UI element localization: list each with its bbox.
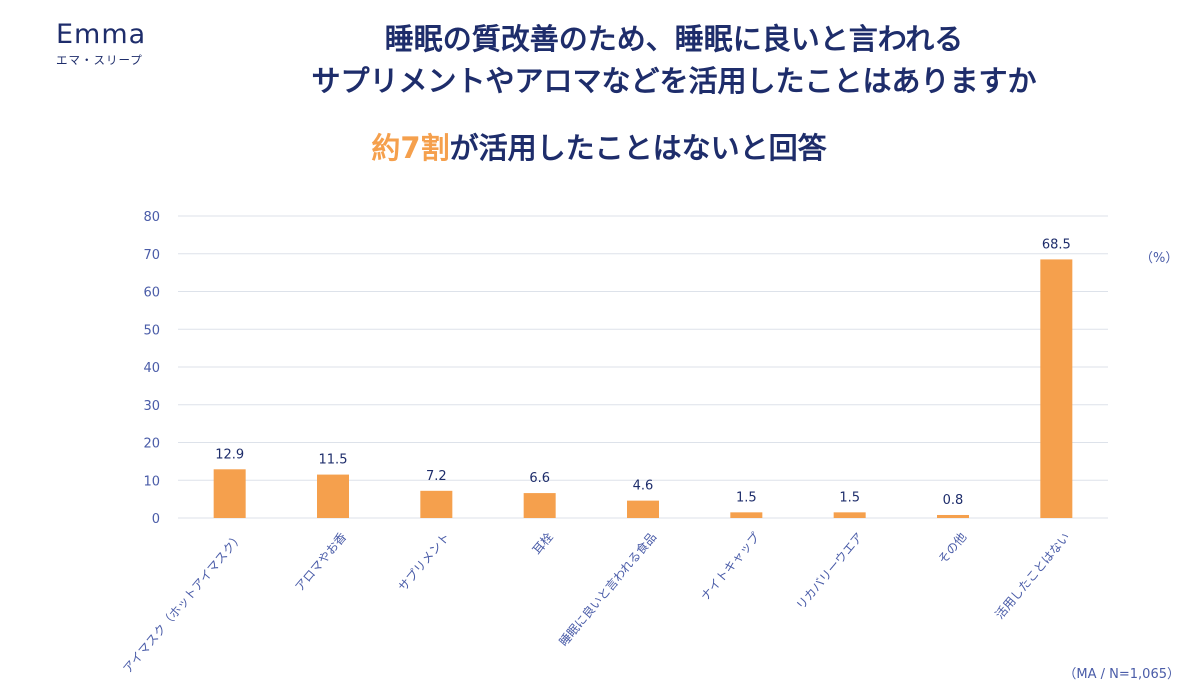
subtitle-rest: が活用したことはないと回答	[449, 131, 827, 165]
y-tick-label: 50	[143, 323, 160, 338]
data-label: 0.8	[943, 493, 964, 508]
data-label: 12.9	[215, 447, 244, 462]
bar	[420, 490, 453, 518]
bar	[730, 512, 763, 518]
logo-wordmark: Emma	[56, 19, 147, 50]
y-tick-label: 10	[143, 474, 160, 489]
y-tick-label: 20	[143, 437, 160, 452]
chart-title: 睡眠の質改善のため、睡眠に良いと言われる サプリメントやアロマなどを活用したこと…	[180, 18, 1168, 102]
data-label: 7.2	[426, 469, 447, 484]
bar	[627, 500, 659, 518]
y-tick-label: 40	[143, 361, 160, 376]
y-tick-label: 80	[143, 210, 160, 225]
y-tick-label: 0	[152, 512, 160, 527]
data-label: 68.5	[1042, 237, 1071, 252]
category-label: サプリメント	[396, 530, 453, 594]
category-label: 活用したことはない	[992, 530, 1072, 622]
bar	[317, 474, 349, 518]
logo-subtext: エマ・スリープ	[56, 53, 143, 67]
category-label: アイマスク（ホットアイマスク）	[120, 530, 246, 676]
title-line-2: サプリメントやアロマなどを活用したことはありますか	[311, 64, 1037, 98]
category-label: アロマやお香	[292, 530, 349, 594]
category-label: リカバリーウエア	[794, 530, 866, 613]
category-label: 睡眠に良いと言われる食品	[556, 529, 660, 648]
data-label: 1.5	[736, 490, 757, 505]
bar	[937, 514, 969, 518]
data-label: 1.5	[839, 490, 860, 505]
y-tick-label: 70	[143, 248, 160, 263]
bar	[523, 493, 556, 518]
title-line-1: 睡眠の質改善のため、睡眠に良いと言われる	[384, 22, 964, 56]
subtitle-accent: 約7割	[371, 131, 450, 165]
bar	[213, 469, 246, 518]
bar	[833, 512, 866, 518]
y-tick-label: 60	[143, 286, 160, 301]
y-tick-label: 30	[143, 399, 160, 414]
category-label: ナイトキャップ	[698, 530, 763, 603]
sample-note: （MA / N=1,065）	[1063, 667, 1180, 682]
data-label: 6.6	[529, 471, 550, 486]
category-label: その他	[935, 530, 969, 567]
data-label: 11.5	[319, 453, 348, 468]
data-label: 4.6	[633, 479, 654, 494]
brand-logo: Emma エマ・スリープ	[56, 20, 166, 68]
chart-subtitle: 約7割が活用したことはないと回答	[0, 128, 1198, 168]
unit-label: （%）	[1140, 251, 1179, 266]
bar	[1040, 259, 1073, 518]
category-label: 耳栓	[529, 529, 556, 557]
